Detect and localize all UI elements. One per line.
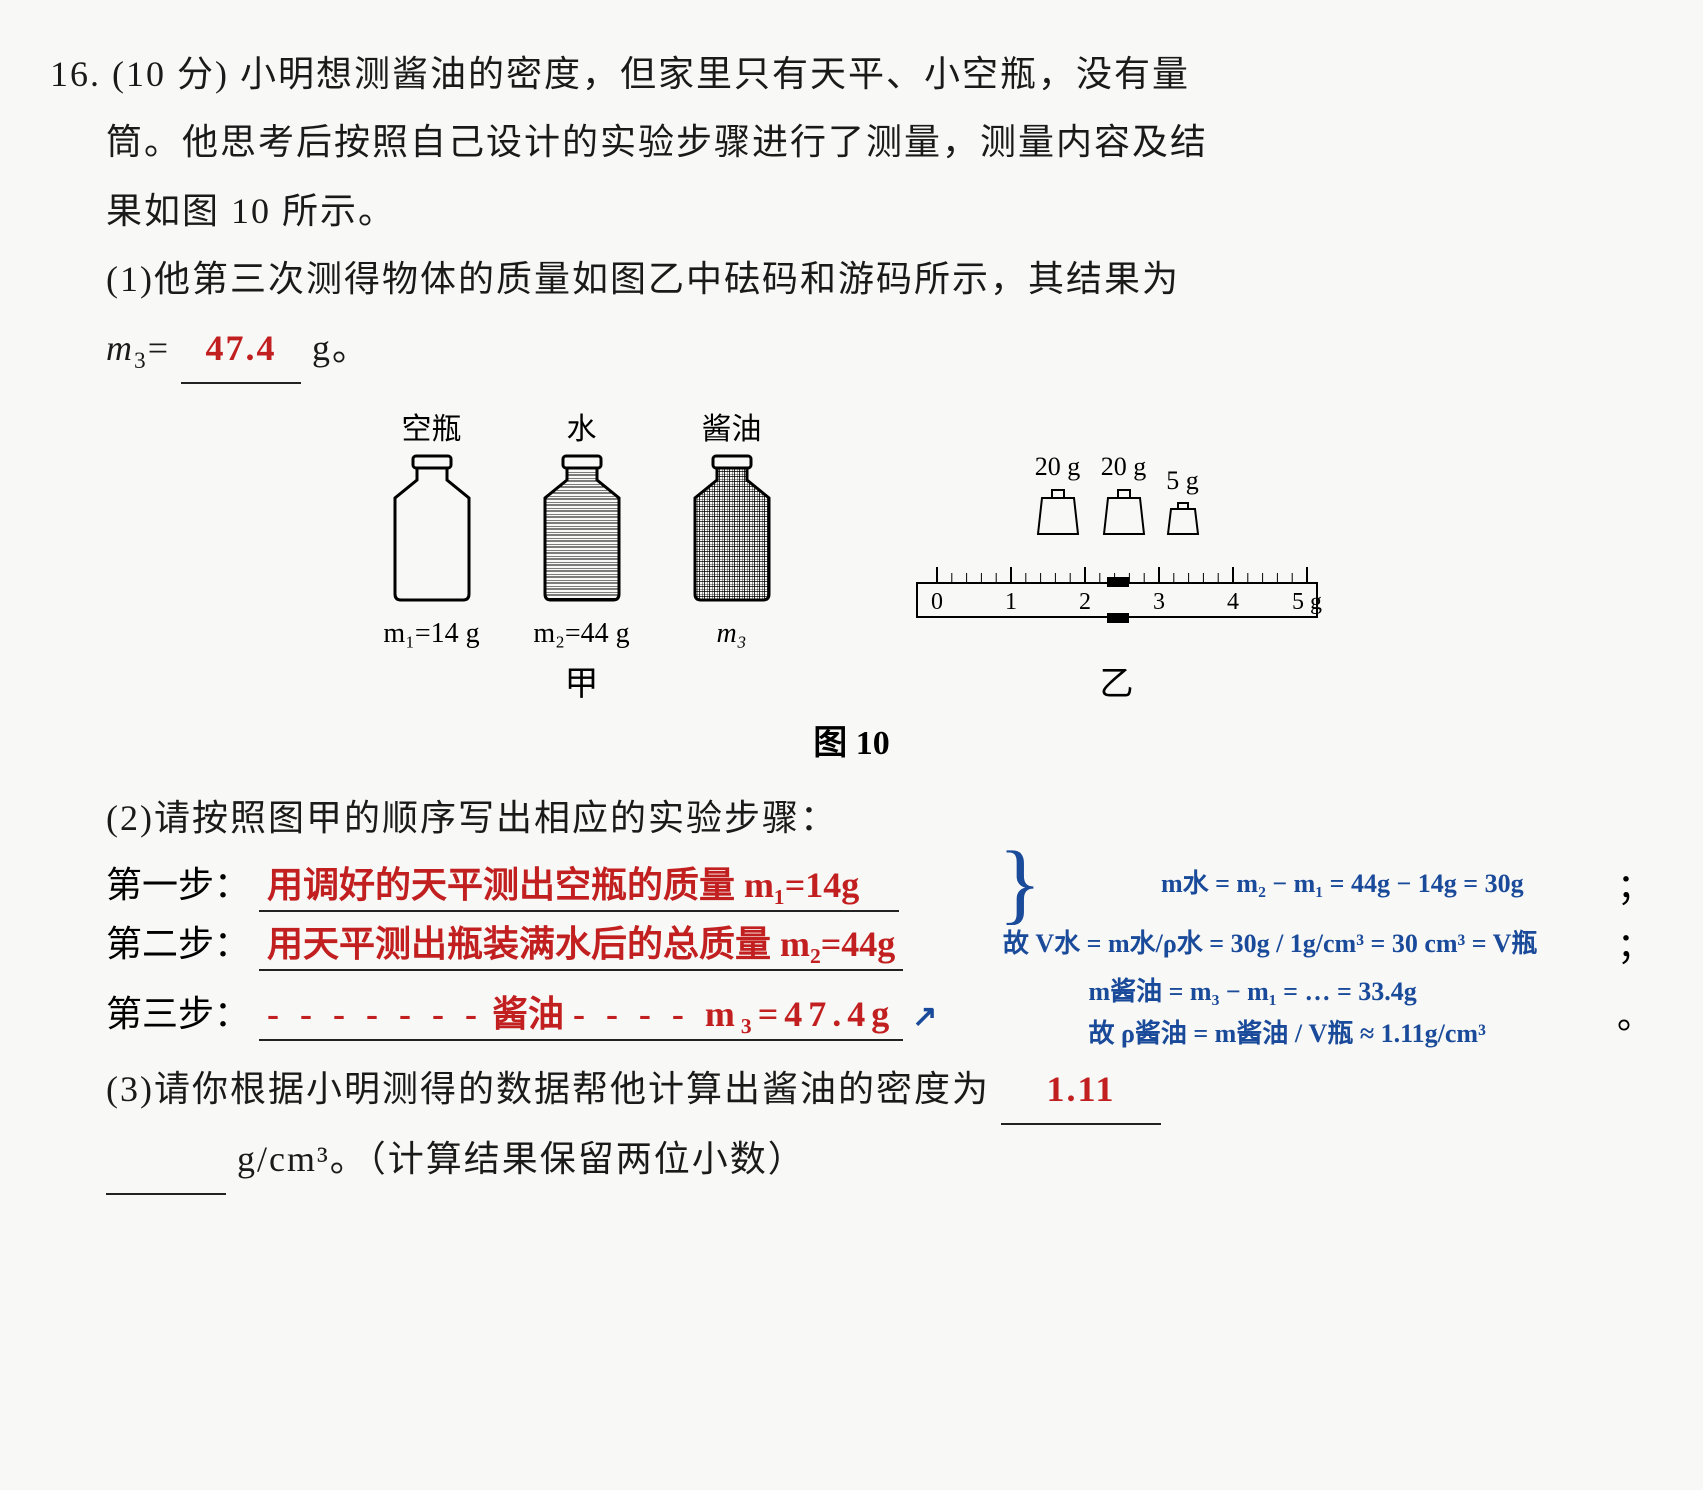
arrow-icon: ↗ — [912, 1000, 937, 1033]
step1-answer: 用调好的天平测出空瓶的质量 m₁=14g — [259, 856, 899, 912]
bottle-label-top-3: 酱油 — [677, 404, 787, 448]
q-points: (10 分) — [112, 54, 229, 94]
caption-jia: 甲 — [377, 656, 787, 705]
ruler-scale: 0 1 2 3 4 5 g — [907, 555, 1327, 645]
bottle-label-bot-3: m₃ — [677, 618, 787, 650]
weight-label-2: 20 g — [1100, 452, 1148, 482]
step2-label: 第二步： — [106, 924, 250, 964]
calc-line1: m水 = m₂ − m₁ = 44g − 14g = 30g — [1141, 863, 1524, 905]
eq-sign: = — [148, 328, 170, 368]
part3-blank-cont — [106, 1125, 226, 1195]
part1-text: (1)他第三次测得物体的质量如图乙中砝码和游码所示，其结果为 — [50, 245, 1653, 313]
bottle-label-top-2: 水 — [527, 404, 637, 448]
figure-jia: 空瓶 m₁=14 g 水 m₂=44 g 酱油 — [377, 404, 787, 705]
bottle-label-bot-1: m₁=14 g — [377, 618, 487, 650]
m-sub: 3 — [134, 348, 148, 374]
bottle-icon-empty — [377, 454, 487, 604]
weight-20b: 20 g — [1100, 452, 1148, 541]
calc-block-3: m酱油 = m₃ − m₁ = … = 33.4g 故 ρ酱油 = m酱油 / … — [1068, 971, 1485, 1054]
q-number: 16. — [50, 54, 101, 94]
part3-text2: g/cm³。（计算结果保留两位小数） — [237, 1139, 806, 1179]
m-var: m — [106, 328, 134, 368]
bottle-soy: 酱油 m₃ — [677, 404, 787, 650]
question-stem-line2: 筒。他思考后按照自己设计的实验步骤进行了测量，测量内容及结 — [50, 108, 1653, 176]
weight-20a: 20 g — [1034, 452, 1082, 541]
calc-line4: 故 ρ酱油 = m酱油 / V瓶 ≈ 1.11g/cm³ — [1088, 1013, 1485, 1055]
question-stem-line3: 果如图 10 所示。 — [50, 177, 1653, 245]
step3-dash-post: - - - - m₃=47.4g — [573, 994, 895, 1034]
question-stem-line1: 16. (10 分) 小明想测酱油的密度，但家里只有天平、小空瓶，没有量 — [50, 40, 1653, 108]
figure-title: 图 10 — [50, 715, 1653, 764]
weight-label-3: 5 g — [1166, 466, 1200, 496]
part1-answer-line: m3= 47.4 g。 — [50, 314, 1653, 384]
part1-unit: g。 — [312, 328, 370, 368]
weight-label-1: 20 g — [1034, 452, 1082, 482]
bottle-empty: 空瓶 m₁=14 g — [377, 404, 487, 650]
svg-text:3: 3 — [1153, 589, 1165, 615]
calc-line3: m酱油 = m₃ − m₁ = … = 33.4g — [1088, 971, 1485, 1013]
part2-head: (2)请按照图甲的顺序写出相应的实验步骤： — [50, 784, 1653, 852]
bottle-water: 水 m₂=44 g — [527, 404, 637, 650]
step2-answer: 用天平测出瓶装满水后的总质量 m₂=44g — [259, 915, 903, 971]
step3-dash-pre: - - - - - - - — [267, 994, 483, 1034]
step3-label: 第三步： — [106, 994, 250, 1034]
bottle-label-bot-2: m₂=44 g — [527, 618, 637, 650]
part1-blank: 47.4 — [181, 314, 301, 384]
calc-line2: 故 V水 = m水/ρ水 = 30g / 1g/cm³ = 30 cm³ = V… — [983, 923, 1538, 965]
step3-answer: - - - - - - - 酱油 - - - - m₃=47.4g — [259, 985, 903, 1041]
q-text1: 小明想测酱油的密度，但家里只有天平、小空瓶，没有量 — [240, 54, 1190, 94]
svg-text:5 g: 5 g — [1292, 589, 1322, 615]
step1-row: 第一步： 用调好的天平测出空瓶的质量 m₁=14g } m水 = m₂ − m₁… — [50, 852, 1653, 915]
step3-row: 第三步： - - - - - - - 酱油 - - - - m₃=47.4g ↗… — [50, 971, 1653, 1054]
part3-line1: (3)请你根据小明测得的数据帮他计算出酱油的密度为 1.11 — [50, 1055, 1653, 1125]
part3-text1: (3)请你根据小明测得的数据帮他计算出酱油的密度为 — [106, 1069, 990, 1109]
svg-text:4: 4 — [1227, 589, 1239, 615]
step2-semicolon: ； — [1617, 917, 1653, 969]
step1-semicolon: ； — [1617, 858, 1653, 910]
step3-mid: 酱油 — [492, 994, 564, 1034]
step3-period: 。 — [1617, 987, 1653, 1039]
figure-row: 空瓶 m₁=14 g 水 m₂=44 g 酱油 — [50, 404, 1653, 705]
bottle-icon-water — [527, 454, 637, 604]
svg-text:0: 0 — [931, 589, 943, 615]
figure-yi: 20 g 20 g 5 g — [907, 452, 1327, 705]
caption-yi: 乙 — [907, 656, 1327, 705]
step1-label: 第一步： — [106, 865, 250, 905]
weight-5: 5 g — [1166, 466, 1200, 541]
bottle-icon-soy — [677, 454, 787, 604]
step2-row: 第二步： 用天平测出瓶装满水后的总质量 m₂=44g 故 V水 = m水/ρ水 … — [50, 915, 1653, 971]
svg-text:2: 2 — [1079, 589, 1091, 615]
svg-text:1: 1 — [1005, 589, 1017, 615]
part3-line2: g/cm³。（计算结果保留两位小数） — [50, 1125, 1653, 1195]
bottle-label-top-1: 空瓶 — [377, 404, 487, 448]
part3-blank: 1.11 — [1001, 1055, 1161, 1125]
brace-icon: } — [992, 852, 1047, 915]
weights-row: 20 g 20 g 5 g — [907, 452, 1327, 541]
